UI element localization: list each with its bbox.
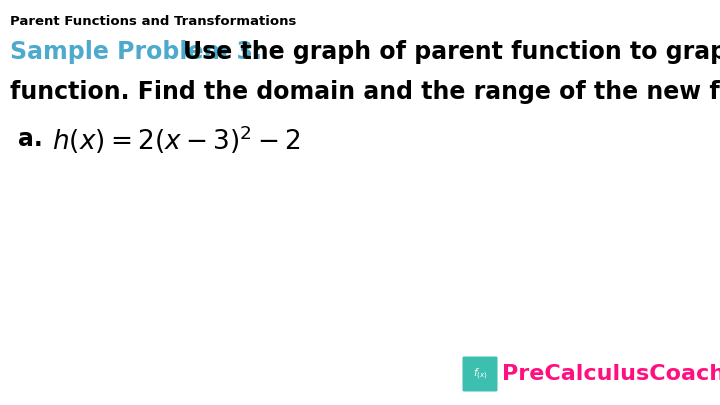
Text: a.: a. (18, 127, 42, 151)
FancyBboxPatch shape (462, 356, 498, 392)
Text: Use the graph of parent function to graph each: Use the graph of parent function to grap… (183, 40, 720, 64)
Text: PreCalculusCoach.com: PreCalculusCoach.com (502, 364, 720, 384)
Text: $h(x) = 2(x-3)^{2} - 2$: $h(x) = 2(x-3)^{2} - 2$ (52, 123, 301, 156)
Text: Sample Problem 3:: Sample Problem 3: (10, 40, 262, 64)
Text: Parent Functions and Transformations: Parent Functions and Transformations (10, 15, 297, 28)
Text: function. Find the domain and the range of the new function.: function. Find the domain and the range … (10, 80, 720, 104)
Text: $f_{(x)}$: $f_{(x)}$ (472, 366, 487, 382)
